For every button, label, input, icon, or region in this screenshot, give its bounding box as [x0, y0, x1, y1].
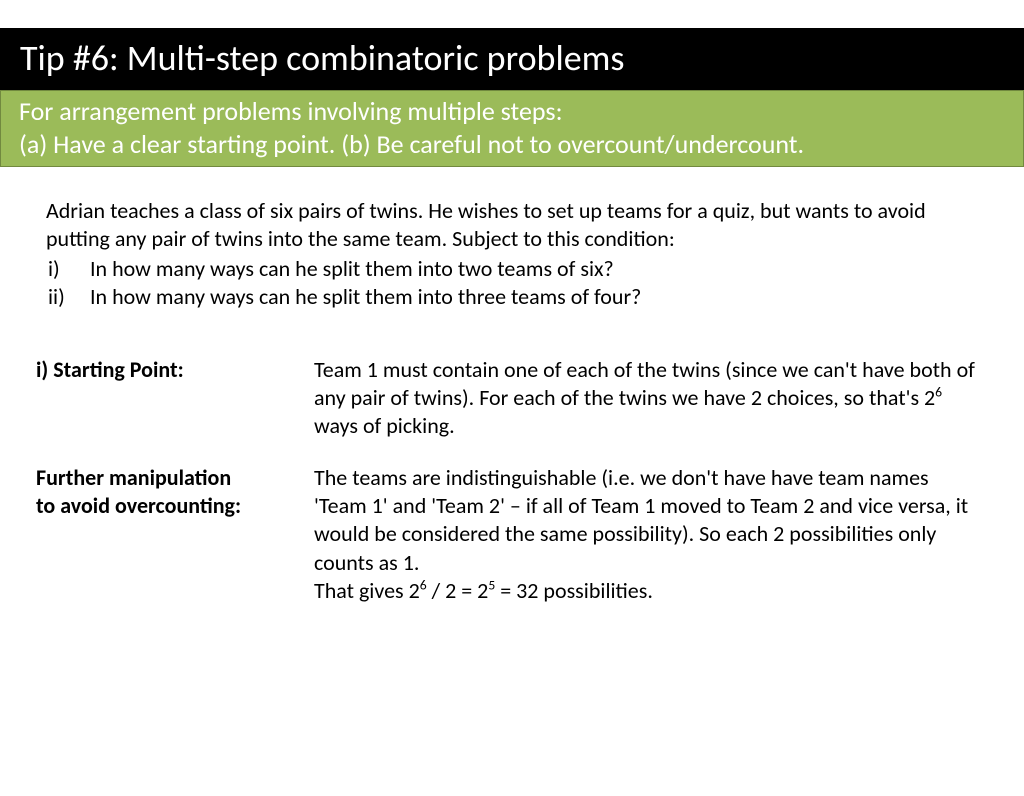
question-1-text: In how many ways can he split them into …	[90, 255, 614, 283]
overcounting-label-line-2: to avoid overcounting:	[36, 492, 314, 520]
overcounting-body: The teams are indistinguishable (i.e. we…	[314, 464, 978, 605]
question-1: i) In how many ways can he split them in…	[46, 255, 978, 283]
oc-last-c: = 32 possibilities.	[495, 577, 653, 604]
subtitle-line-1: For arrangement problems involving multi…	[19, 95, 1005, 128]
starting-point-body: Team 1 must contain one of each of the t…	[314, 356, 978, 440]
oc-last-b: / 2 = 2	[427, 577, 489, 604]
subtitle-line-2: (a) Have a clear starting point. (b) Be …	[19, 128, 1005, 161]
question-2: ii) In how many ways can he split them i…	[46, 283, 978, 311]
problem-intro: Adrian teaches a class of six pairs of t…	[46, 197, 978, 253]
solution-row-overcounting: Further manipulation to avoid overcounti…	[36, 464, 978, 605]
problem-statement: Adrian teaches a class of six pairs of t…	[0, 167, 1024, 312]
slide-title: Tip #6: Multi-step combinatoric problems	[20, 36, 624, 80]
solution: i) Starting Point: Team 1 must contain o…	[0, 312, 1024, 605]
overcounting-last-line: That gives 26 / 2 = 25 = 32 possibilitie…	[314, 577, 978, 605]
question-2-text: In how many ways can he split them into …	[90, 283, 641, 311]
sp-body-after: ways of picking.	[314, 412, 455, 439]
starting-point-label: i) Starting Point:	[36, 356, 314, 440]
oc-last-a: That gives 2	[314, 577, 420, 604]
sp-body-before: Team 1 must contain one of each of the t…	[314, 356, 975, 411]
overcounting-main: The teams are indistinguishable (i.e. we…	[314, 464, 978, 577]
overcounting-label-line-1: Further manipulation	[36, 464, 314, 492]
question-2-number: ii)	[46, 283, 90, 311]
oc-sup1: 6	[420, 576, 427, 593]
title-bar: Tip #6: Multi-step combinatoric problems	[0, 28, 1024, 90]
subtitle-bar: For arrangement problems involving multi…	[0, 90, 1024, 167]
solution-row-starting-point: i) Starting Point: Team 1 must contain o…	[36, 356, 978, 440]
sp-body-sup: 6	[935, 383, 942, 400]
question-1-number: i)	[46, 255, 90, 283]
overcounting-label: Further manipulation to avoid overcounti…	[36, 464, 314, 605]
